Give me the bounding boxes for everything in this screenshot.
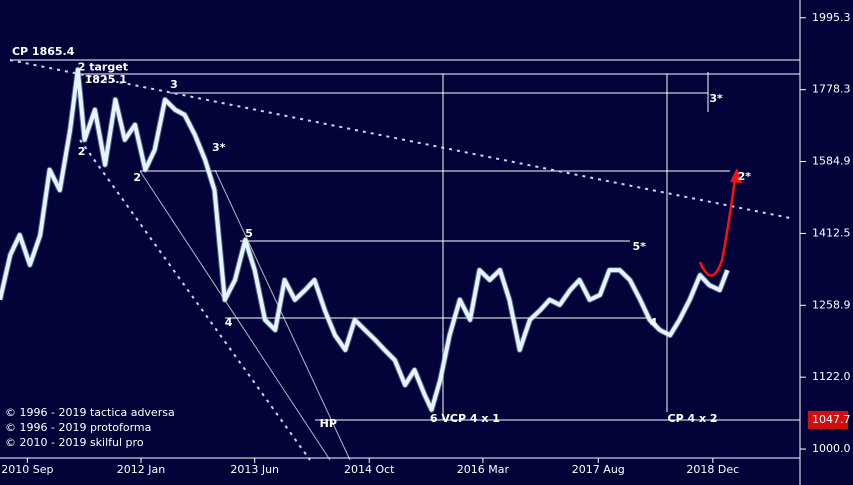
x-tick-label: 2012 Jan [117, 463, 165, 476]
overlay-lines [9, 59, 800, 461]
footer-note: © 1996 - 2019 protoforma [5, 421, 151, 434]
annotation: 2 [133, 171, 141, 184]
y-tick-label: 1000.0 [812, 442, 851, 455]
arrow-head [730, 168, 742, 183]
annotation: 4 [650, 316, 658, 329]
x-tick-label: 2010 Sep [1, 463, 53, 476]
annotation: 5 [245, 227, 253, 240]
price-line [0, 67, 730, 412]
forecast-arrow [698, 171, 738, 277]
price-tag [808, 410, 848, 429]
y-tick-label: 1995.3 [812, 11, 851, 24]
annotation: 3 [170, 78, 178, 91]
annotation: 2 target [78, 61, 128, 74]
annotation: 4 [225, 316, 233, 329]
x-tick-label: 2014 Oct [344, 463, 395, 476]
annotation: 3* [212, 141, 226, 154]
y-tick-label: 1122.0 [812, 370, 851, 383]
annotation: 2* [738, 170, 752, 183]
footer-note: © 1996 - 2019 tactica adversa [5, 406, 175, 419]
annotation: HP [320, 417, 337, 430]
annotation: 2 [78, 145, 86, 158]
y-tick-label: 1778.3 [812, 83, 851, 96]
price-tag-label: 1047.7 [812, 413, 851, 426]
annotation: CP 1865.4 [12, 45, 75, 58]
x-tick-label: 2018 Dec [686, 463, 739, 476]
footer-note: © 2010 - 2019 skilful pro [5, 436, 144, 449]
y-tick-label: 1258.9 [812, 298, 851, 311]
annotation: 5* [632, 240, 646, 253]
y-tick-label: 1584.9 [812, 155, 851, 168]
x-tick-label: 2017 Aug [572, 463, 625, 476]
trend-line [214, 169, 351, 461]
x-tick-label: 2013 Jun [230, 463, 279, 476]
y-tick-label: 1412.5 [812, 226, 851, 239]
annotation: 1825.1 [85, 73, 127, 86]
x-tick-label: 2016 Mar [457, 463, 510, 476]
annotation: 6 VCP 4 x 1 [430, 412, 500, 425]
trend-line [139, 170, 331, 461]
annotation: CP 4 x 2 [668, 412, 718, 425]
trend-line [79, 139, 311, 461]
annotation: 3* [709, 92, 723, 105]
